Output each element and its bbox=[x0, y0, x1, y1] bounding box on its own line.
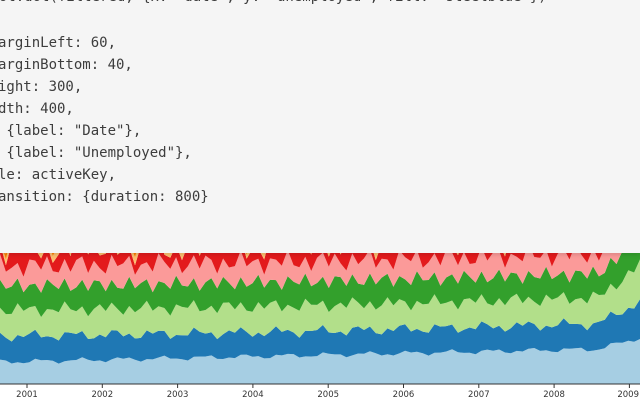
x-tick-label: 2001 bbox=[16, 390, 38, 400]
x-tick-label: 2008 bbox=[543, 390, 565, 400]
area-series-3 bbox=[0, 259, 640, 342]
code-line: Plot.dot(filtered, {x: "date", y: "unemp… bbox=[0, 0, 547, 8]
code-line: dth: 400, bbox=[0, 101, 74, 117]
code-line: {label: "Unemployed"}, bbox=[0, 145, 192, 161]
x-tick-label: 2005 bbox=[317, 390, 339, 400]
x-tick-label: 2004 bbox=[242, 390, 264, 400]
x-tick-label: 2007 bbox=[468, 390, 490, 400]
code-editor-panel[interactable]: Plot.dot(filtered, {x: "date", y: "unemp… bbox=[0, 0, 640, 253]
code-line: le: activeKey, bbox=[0, 167, 117, 183]
area-series-4 bbox=[0, 233, 640, 317]
x-tick-label: 2006 bbox=[393, 390, 415, 400]
code-line: {label: "Date"}, bbox=[0, 123, 142, 139]
x-tick-label: 2003 bbox=[167, 390, 189, 400]
code-line: ansition: {duration: 800} bbox=[0, 189, 209, 205]
code-line: ight: 300, bbox=[0, 79, 83, 95]
x-axis: 2001 2002 2003 2004 2005 2006 2007 2008 2009 bbox=[0, 383, 640, 400]
x-tick-label: 2009 bbox=[617, 390, 639, 400]
code-line: arginBottom: 40, bbox=[0, 57, 133, 73]
code-line: arginLeft: 60, bbox=[0, 35, 117, 51]
area-series-5 bbox=[0, 208, 640, 293]
x-tick-label: 2002 bbox=[91, 390, 113, 400]
area-series-6 bbox=[0, 183, 640, 277]
area-series-1 bbox=[0, 339, 640, 384]
area-series-2 bbox=[0, 299, 640, 364]
